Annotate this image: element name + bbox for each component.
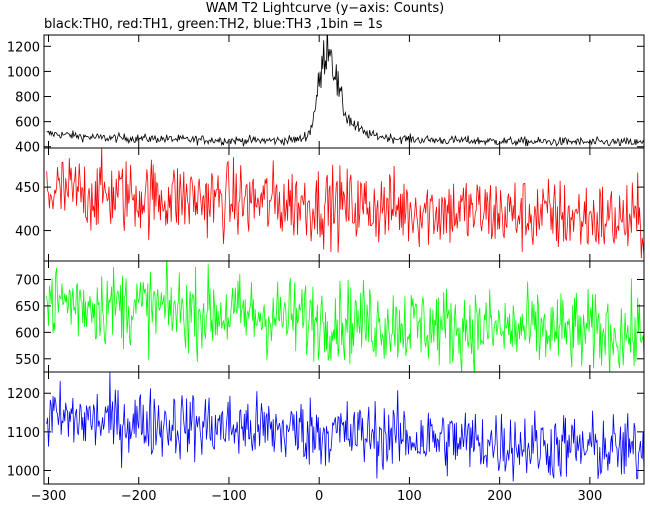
y-tick-label: 400 — [15, 141, 40, 156]
series-line-th1 — [46, 148, 644, 259]
panel-frame-th0 — [43, 34, 645, 149]
y-tick-label: 700 — [15, 274, 40, 289]
chart-title: WAM T2 Lightcurve (y−axis: Counts) — [205, 1, 445, 16]
x-tick-label: 300 — [577, 489, 602, 504]
series-line-th2 — [46, 261, 644, 372]
y-tick-label: 1100 — [7, 426, 40, 441]
x-tick-label: −200 — [121, 489, 157, 504]
x-tick-label: 200 — [487, 489, 512, 504]
y-tick-label: 400 — [15, 225, 40, 240]
y-tick-label: 600 — [15, 116, 40, 131]
y-tick-label: 650 — [15, 300, 40, 315]
panel-frame-th3 — [43, 371, 645, 485]
series-line-th3 — [46, 372, 644, 482]
chart-subtitle: black:TH0, red:TH1, green:TH2, blue:TH3 … — [44, 17, 383, 32]
y-tick-label: 1200 — [7, 40, 40, 55]
y-tick-label: 1000 — [7, 464, 40, 479]
y-tick-label: 1000 — [7, 65, 40, 80]
x-tick-label: 100 — [397, 489, 422, 504]
y-tick-label: 550 — [15, 353, 40, 368]
y-tick-label: 1200 — [7, 387, 40, 402]
x-tick-label: −300 — [31, 489, 67, 504]
y-tick-label: 450 — [15, 181, 40, 196]
x-tick-label: 0 — [315, 489, 323, 504]
y-tick-label: 800 — [15, 91, 40, 106]
x-tick-label: −100 — [211, 489, 247, 504]
y-tick-label: 600 — [15, 326, 40, 341]
series-line-th0 — [46, 35, 644, 147]
